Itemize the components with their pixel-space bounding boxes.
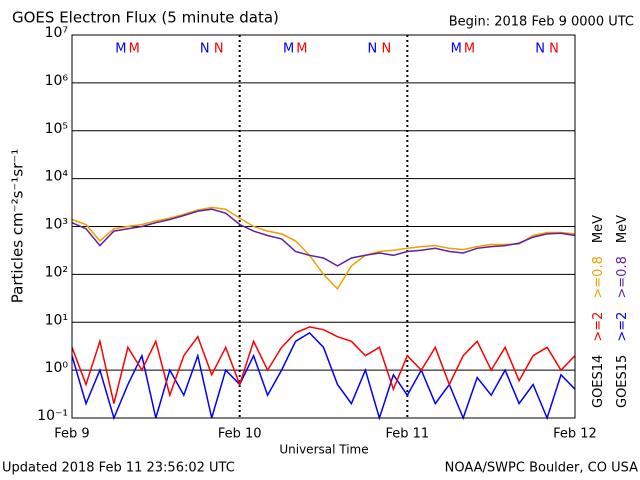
y-tick-label: 10⁷ bbox=[45, 25, 68, 41]
series-line bbox=[71, 208, 576, 267]
orbit-marker: N bbox=[200, 42, 210, 57]
y-tick-label: 10² bbox=[45, 264, 68, 280]
legend-entry: GOES14 >=2 >=0.8 MeV bbox=[591, 215, 606, 408]
orbit-marker: M bbox=[283, 42, 294, 57]
orbit-marker: M bbox=[464, 42, 475, 57]
legend-space bbox=[615, 243, 630, 256]
orbit-marker: M bbox=[296, 42, 307, 57]
y-tick-label: 10⁵ bbox=[45, 121, 68, 137]
y-tick-label: 10⁶ bbox=[45, 73, 69, 89]
legend-satellite: GOES15 bbox=[615, 355, 630, 408]
y-tick-label: 10⁻¹ bbox=[37, 408, 68, 424]
x-tick-label: Feb 11 bbox=[385, 427, 429, 442]
x-tick-label: Feb 10 bbox=[218, 427, 262, 442]
legend-space bbox=[591, 342, 606, 355]
legend-space bbox=[615, 299, 630, 312]
legend-space bbox=[591, 243, 606, 256]
chart-title: GOES Electron Flux (5 minute data) bbox=[12, 9, 279, 27]
y-tick-label: 10⁴ bbox=[45, 169, 69, 185]
orbit-marker: N bbox=[535, 42, 545, 57]
orbit-marker: N bbox=[368, 42, 378, 57]
legend-energy: >=2 bbox=[615, 312, 630, 342]
x-axis-label: Universal Time bbox=[279, 443, 368, 457]
legend-energy: >=0.8 bbox=[615, 256, 630, 298]
legend-unit: MeV bbox=[615, 215, 630, 243]
orbit-marker: N bbox=[382, 42, 392, 57]
y-tick-label: 10³ bbox=[45, 217, 68, 233]
legend-space bbox=[591, 299, 606, 312]
x-tick-label: Feb 12 bbox=[553, 427, 597, 442]
plot-frame bbox=[71, 34, 576, 419]
orbit-marker: M bbox=[115, 42, 126, 57]
x-tick-label: Feb 9 bbox=[54, 427, 89, 442]
y-axis-label: Particles cm⁻²s⁻¹sr⁻¹ bbox=[9, 149, 27, 303]
legend-unit: MeV bbox=[591, 215, 606, 243]
y-tick-label: 10⁰ bbox=[45, 360, 69, 376]
legend-entry: GOES15 >=2 >=0.8 MeV bbox=[615, 215, 630, 408]
series-line bbox=[71, 326, 576, 404]
legend-satellite: GOES14 bbox=[591, 355, 606, 408]
y-tick-label: 10¹ bbox=[45, 312, 68, 328]
orbit-marker: N bbox=[214, 42, 224, 57]
chart-subtitle: Begin: 2018 Feb 9 0000 UTC bbox=[449, 15, 634, 30]
legend-energy: >=0.8 bbox=[591, 256, 606, 298]
legend-space bbox=[615, 342, 630, 355]
footer-left: Updated 2018 Feb 11 23:56:02 UTC bbox=[2, 461, 235, 476]
orbit-marker: N bbox=[549, 42, 559, 57]
footer-right: NOAA/SWPC Boulder, CO USA bbox=[445, 461, 638, 476]
orbit-marker: M bbox=[129, 42, 140, 57]
series-line bbox=[71, 206, 576, 291]
orbit-marker: M bbox=[451, 42, 462, 57]
legend-energy: >=2 bbox=[591, 312, 606, 342]
